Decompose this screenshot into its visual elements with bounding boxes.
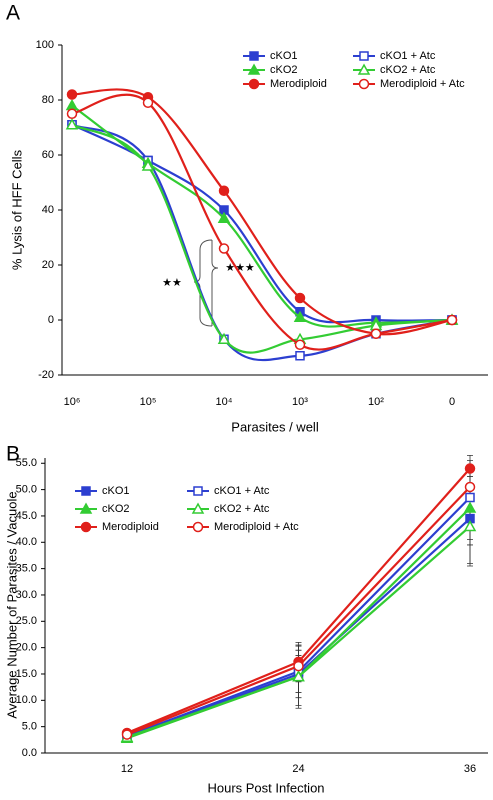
marker — [191, 502, 205, 514]
y-tick-label: 20 — [42, 259, 54, 271]
marker — [357, 63, 371, 75]
marker — [66, 108, 78, 119]
x-tick-label: 36 — [464, 763, 476, 775]
marker — [292, 670, 305, 682]
y-tick-label: 0 — [48, 314, 54, 326]
x-tick-label: 24 — [292, 763, 304, 775]
panel-label: B — [6, 443, 20, 466]
marker — [248, 78, 260, 90]
marker — [359, 51, 369, 61]
x-tick-label: 10² — [368, 396, 384, 408]
x-tick-label: 10⁶ — [64, 396, 81, 408]
x-tick-label: 10⁴ — [216, 396, 233, 408]
marker — [293, 660, 304, 672]
legend-label: Merodiploid + Atc — [380, 78, 465, 90]
marker — [294, 292, 306, 304]
legend: cKO1 cKO1 + Atc cKO2 cKO2 + Atc Merodiploid M… — [243, 50, 465, 90]
series-line — [71, 123, 453, 354]
marker — [141, 159, 155, 171]
marker — [295, 351, 305, 361]
marker — [121, 729, 133, 740]
series-line — [71, 123, 453, 362]
x-axis-title: Parasites / well — [231, 419, 319, 434]
y-tick-label: 10.0 — [16, 694, 37, 706]
x-tick-label: 0 — [449, 396, 455, 408]
legend-label: cKO2 — [102, 503, 130, 515]
legend-label: Merodiploid + Atc — [214, 521, 299, 533]
y-tick-label: 55.0 — [16, 457, 37, 469]
series-line — [71, 104, 453, 328]
marker — [218, 185, 230, 196]
y-tick-label: 80 — [42, 94, 54, 106]
marker — [66, 89, 78, 100]
marker — [247, 63, 261, 75]
y-tick-label: 15.0 — [16, 668, 37, 680]
marker — [193, 486, 203, 496]
y-tick-label: 45.0 — [16, 510, 37, 522]
marker — [293, 310, 307, 322]
y-tick-label: 60 — [42, 149, 54, 161]
y-tick-label: 30.0 — [16, 589, 37, 601]
y-tick-label: 20.0 — [16, 642, 37, 654]
significance-bracket — [193, 239, 219, 327]
marker — [294, 339, 306, 350]
marker — [79, 502, 93, 514]
marker — [217, 332, 231, 344]
series-line — [71, 93, 453, 351]
annotation: ★★★ — [225, 262, 255, 274]
x-tick-label: 10⁵ — [140, 396, 157, 408]
series-line — [71, 123, 453, 324]
legend-label: Merodiploid — [102, 521, 159, 533]
marker — [218, 243, 230, 254]
marker — [249, 51, 259, 61]
legend-label: cKO1 — [102, 485, 130, 497]
marker — [446, 314, 458, 326]
legend-label: cKO1 + Atc — [380, 50, 436, 62]
y-tick-label: 35.0 — [16, 563, 37, 575]
legend: cKO1 cKO1 + Atc cKO2 cKO2 + Atc Merodiploid M… — [75, 485, 299, 533]
marker — [142, 97, 154, 108]
y-tick-label: 5.0 — [22, 721, 37, 733]
y-tick-label: 40 — [42, 204, 54, 216]
panel-label: A — [6, 2, 20, 25]
marker — [464, 481, 476, 493]
marker — [65, 118, 79, 130]
y-tick-label: 25.0 — [16, 615, 37, 627]
marker — [81, 486, 91, 496]
series-line — [71, 88, 453, 336]
marker — [370, 328, 382, 339]
legend-label: cKO2 + Atc — [380, 64, 436, 76]
y-tick-label: 50.0 — [16, 484, 37, 496]
y-tick-label: 40.0 — [16, 536, 37, 548]
legend-label: cKO1 — [270, 50, 298, 62]
y-tick-label: 100 — [36, 39, 54, 51]
marker — [192, 521, 204, 533]
marker — [465, 492, 475, 503]
marker — [463, 519, 477, 532]
marker — [65, 98, 79, 111]
marker — [358, 78, 370, 90]
marker — [217, 211, 231, 223]
x-tick-label: 12 — [121, 763, 133, 775]
y-tick-label: -20 — [38, 369, 54, 381]
marker — [464, 463, 476, 474]
legend-label: cKO1 + Atc — [214, 485, 270, 497]
legend-label: cKO2 + Atc — [214, 503, 270, 515]
marker — [80, 521, 92, 533]
legend-label: cKO2 — [270, 64, 298, 76]
x-axis-title: Hours Post Infection — [207, 780, 324, 795]
y-axis-title: Average Number of Parasites / Vacuole — [4, 491, 19, 718]
marker — [463, 501, 477, 513]
x-tick-label: 10³ — [292, 396, 308, 408]
y-axis-title: % Lysis of HFF Cells — [9, 149, 24, 270]
legend-label: Merodiploid — [270, 78, 327, 90]
y-tick-label: 0.0 — [22, 747, 37, 759]
annotation: ★★ — [162, 277, 182, 289]
